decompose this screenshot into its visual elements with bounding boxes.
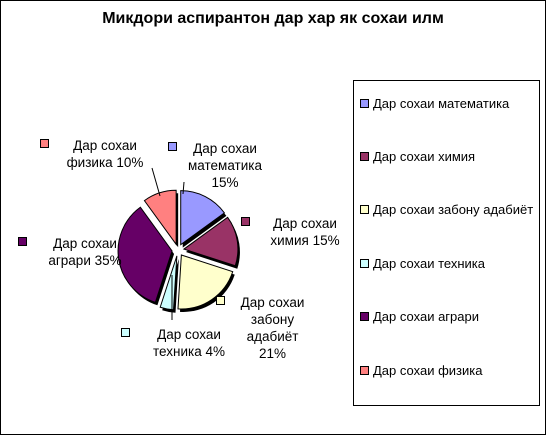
data-label-line: аграри 35% [48,253,122,268]
pie-slice-забону-адабиёт [177,254,234,310]
data-label-line: физика 10% [66,155,144,170]
data-label-математика: Дар сохаи математика 15% [180,140,270,191]
legend-label: Дар сохаи химия [373,149,476,164]
pie-slice-математика [180,190,226,246]
data-label-line: техника 4% [153,344,225,359]
pie-slice-техника [159,255,178,311]
data-label-line: 21% [258,346,287,361]
data-label-line: Дар сохаи [273,216,337,231]
data-label-line: Дар сохаи [73,138,137,153]
data-label-аграри: Дар сохаи аграри 35% [35,235,135,269]
data-label-swatch [18,237,27,246]
legend-label: Дар сохаи физика [373,363,483,378]
leader-line [182,181,185,195]
data-label-line: химия 15% [270,233,340,248]
legend-label: Дар сохаи математика [373,96,510,111]
legend-swatch [360,99,369,108]
chart-title: Микдори аспирантон дар хар як сохаи илм [102,10,444,27]
data-label-line: Дар сохаи [240,295,305,310]
legend-label: Дар сохаи техника [373,256,485,271]
data-label-swatch [241,217,250,226]
pie-slice-аграри [117,206,173,303]
pie-slice-химия [182,216,239,267]
data-label-забону-адабиёт: Дар сохаи забону адабиёт 21% [230,294,315,362]
data-label-техника: Дар сохаи техника 4% [134,326,244,360]
data-label-физика: Дар сохаи физика 10% [50,137,160,171]
legend-swatch [360,205,369,214]
data-label-line: Дар сохаи [53,236,117,251]
legend: Дар сохаи математика Дар сохаи химия Дар с… [353,80,540,406]
legend-label: Дар сохаи аграри [373,309,479,324]
data-label-swatch [40,139,49,148]
data-label-line: математика [188,158,262,173]
data-label-line: забону [250,312,295,327]
data-label-line: Дар сохаи [193,141,257,156]
legend-swatch [360,312,369,321]
leader-line [151,167,161,197]
data-label-swatch [216,296,225,305]
data-label-химия: Дар сохаи химия 15% [255,215,355,249]
data-label-line: 15% [211,175,239,190]
data-label-line: Дар сохаи [157,327,221,342]
data-label-swatch [168,142,177,151]
legend-label: Дар сохаи забону адабиёт [373,202,534,217]
data-label-swatch [121,328,130,337]
legend-swatch [360,366,369,375]
legend-swatch [360,152,369,161]
legend-swatch [360,259,369,268]
data-label-line: адабиёт [246,329,299,344]
